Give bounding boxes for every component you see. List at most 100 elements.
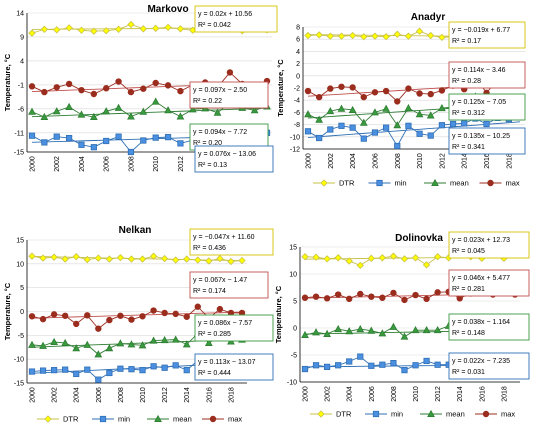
trend-equation: y = 0.125x − 7.05 (452, 99, 506, 106)
legend-marker-max (487, 179, 494, 187)
data-point-min (338, 122, 345, 129)
data-point-mean (393, 121, 402, 129)
y-tick-label: 5 (20, 285, 24, 292)
data-point-DTR (164, 23, 172, 32)
data-point-max (423, 295, 430, 303)
data-point-min (152, 134, 159, 141)
data-point-min (140, 137, 147, 144)
x-tick-label: 2012 (178, 156, 185, 172)
data-point-mean (151, 97, 160, 105)
data-point-DTR (102, 27, 110, 35)
x-tick-label: 2002 (328, 153, 335, 169)
data-point-mean (250, 106, 259, 114)
data-point-min (427, 132, 434, 139)
data-point-mean (39, 341, 47, 349)
y-tick-label: 9 (20, 34, 24, 41)
data-point-mean (182, 340, 191, 348)
y-tick-label: 5 (293, 299, 297, 306)
data-point-DTR (216, 254, 224, 263)
equation-box-frame (448, 269, 530, 297)
trend-equation: y = 0.097x − 2.50 (193, 87, 247, 94)
data-point-max (39, 315, 47, 323)
data-point-max (139, 313, 146, 320)
data-point-min (39, 367, 47, 374)
data-point-min (73, 370, 80, 378)
data-point-DTR (382, 33, 390, 41)
legend-marker-mean (427, 409, 435, 418)
data-point-mean (83, 340, 92, 348)
data-point-max (315, 93, 323, 101)
data-point-DTR (427, 31, 435, 40)
legend-item-max: max (479, 179, 520, 188)
data-point-min (357, 353, 364, 360)
data-point-mean (139, 107, 148, 115)
x-tick-label: 2018 (506, 153, 513, 169)
equation-box-max: y = 0.046x + 5.477 R² = 0.281 (448, 269, 530, 297)
data-point-mean (312, 328, 320, 336)
legend-label: max (506, 179, 520, 188)
equation-box-max: y = 0.097x − 2.50 R² = 0.22 (189, 81, 269, 109)
data-point-max (172, 310, 179, 318)
equation-box-frame (194, 145, 274, 173)
data-point-max (327, 85, 334, 92)
r-squared: R² = 0.17 (452, 38, 481, 45)
legend-marker-mean (154, 414, 162, 423)
y-tick-label: 4 (20, 58, 24, 65)
data-point-max (394, 98, 401, 105)
equation-box-frame (448, 61, 526, 89)
data-point-DTR (194, 256, 202, 264)
legend-marker-DTR (320, 179, 328, 187)
data-point-mean (345, 327, 354, 335)
data-point-max (117, 312, 124, 319)
chart-panel-2: Nelkan -15 -10 -5 0 5 10 15 2000 2002 2004 2006 2008… (3, 225, 274, 424)
x-tick-label: 2018 (501, 386, 508, 402)
data-point-min (127, 148, 135, 156)
data-point-max (78, 86, 85, 94)
data-point-mean (323, 329, 331, 337)
data-point-mean (61, 338, 70, 346)
x-tick-label: 2006 (104, 156, 111, 172)
trend-equation: y = 0.02x + 10.56 (198, 11, 252, 18)
data-point-max (150, 307, 157, 314)
trend-equation: y = 0.114x − 3.46 (452, 67, 506, 74)
data-point-max (401, 296, 408, 304)
chart-panel-3: Dolinovka -10 -5 0 5 10 15 2000 2002 2004 2006 2008… (274, 231, 530, 419)
data-point-max (346, 295, 353, 303)
equation-box-frame (189, 228, 274, 256)
data-point-max (405, 85, 412, 92)
y-tick-label: 8 (296, 25, 300, 32)
legend-marker-max (482, 410, 490, 418)
r-squared: R² = 0.312 (452, 110, 485, 117)
data-point-min (117, 365, 124, 372)
data-point-mean (382, 104, 390, 112)
legend-marker-DTR (44, 415, 52, 423)
data-point-max (73, 320, 80, 328)
data-point-max (312, 293, 320, 300)
data-point-mean (114, 103, 123, 111)
data-point-mean (127, 340, 136, 348)
x-tick-label: 2012 (162, 387, 169, 403)
equation-box-frame (448, 352, 530, 380)
x-tick-label: 2016 (484, 153, 491, 169)
equation-box-frame (448, 21, 526, 49)
x-tick-label: 2010 (140, 387, 147, 403)
data-point-DTR (323, 255, 331, 263)
data-point-min (301, 365, 309, 373)
data-point-DTR (411, 254, 420, 262)
data-point-mean (72, 344, 81, 352)
data-point-mean (301, 330, 309, 339)
chart-title: Dolinovka (395, 233, 443, 244)
r-squared: R² = 0.20 (193, 140, 222, 147)
legend-marker-DTR (317, 410, 325, 418)
trend-equation: y = 0.067x − 1.47 (193, 277, 247, 284)
data-point-mean (404, 103, 413, 112)
data-point-min (327, 126, 334, 133)
x-tick-label: 2010 (413, 386, 420, 402)
data-point-min (139, 367, 146, 374)
data-point-max (50, 311, 58, 318)
y-tick-label: -15 (14, 150, 24, 157)
data-point-max (183, 313, 190, 320)
chart-title: Anadyr (411, 12, 446, 23)
equation-box-frame (194, 353, 274, 381)
data-point-max (152, 79, 159, 87)
